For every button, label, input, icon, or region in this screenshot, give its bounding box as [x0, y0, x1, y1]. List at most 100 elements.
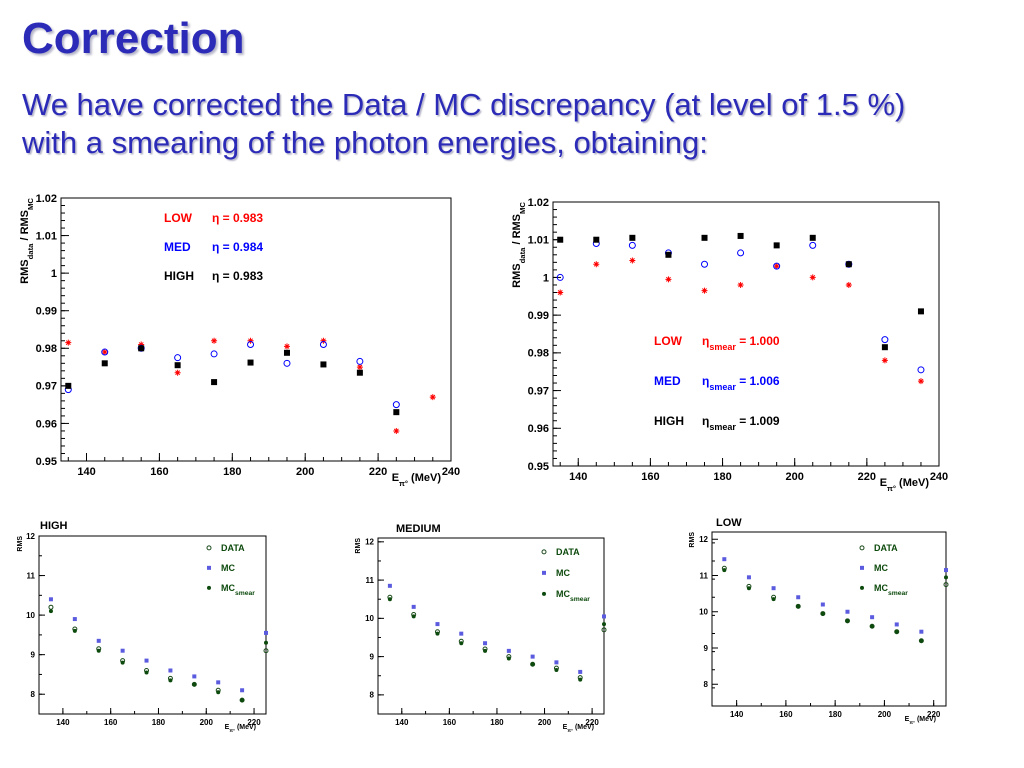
x-tick-label: 200	[786, 471, 804, 483]
data-point	[809, 241, 817, 249]
data-point	[917, 378, 924, 385]
data-point	[356, 364, 363, 371]
data-point	[602, 614, 606, 619]
series-mc-smear	[722, 568, 948, 643]
series-high	[65, 345, 400, 416]
data-point	[701, 234, 708, 241]
chart-title: HIGH	[40, 520, 68, 532]
x-tick-label: 140	[569, 471, 587, 483]
data-point	[894, 629, 899, 634]
y-tick-label: 10	[365, 614, 374, 623]
data-point	[737, 281, 744, 288]
legend-marker	[860, 585, 864, 590]
x-tick-label: 140	[56, 718, 70, 727]
data-point	[48, 604, 54, 610]
data-point	[593, 236, 600, 243]
y-tick-label: 10	[26, 611, 35, 620]
x-axis-label: Eπ° (MeV)	[905, 716, 936, 726]
data-point	[578, 677, 583, 682]
data-point	[435, 631, 440, 636]
y-tick-label: 1	[543, 272, 549, 284]
data-point	[530, 654, 535, 659]
y-tick-label: 11	[366, 576, 375, 585]
data-point	[174, 354, 182, 362]
x-tick-label: 220	[858, 471, 876, 483]
legend-marker	[207, 565, 211, 570]
data-point	[773, 263, 780, 270]
series-mc	[722, 557, 948, 634]
data-point	[101, 348, 109, 356]
y-axis-label: RMSdata / RMSMC	[19, 198, 35, 284]
data-point	[240, 688, 245, 693]
x-tick-label: 240	[930, 471, 948, 483]
data-point	[722, 557, 727, 562]
data-point	[459, 631, 464, 636]
plot-frame	[552, 201, 940, 467]
data-point	[554, 668, 559, 672]
series-mc	[387, 583, 606, 674]
y-tick-label: 9	[704, 644, 709, 653]
x-tick-label: 160	[150, 466, 168, 478]
x-tick-label: 220	[927, 710, 941, 719]
data-point	[737, 232, 744, 239]
data-point	[820, 611, 825, 616]
data-point	[845, 618, 850, 623]
y-tick-label: 1.01	[36, 230, 57, 242]
x-tick-label: 220	[247, 718, 261, 727]
y-tick-label: 0.99	[528, 310, 549, 322]
data-point	[459, 641, 464, 646]
data-point	[65, 382, 72, 389]
legend-label: MC	[221, 563, 235, 573]
y-tick-label: 12	[365, 538, 374, 547]
y-tick-label: 0.96	[528, 423, 549, 435]
data-point	[356, 369, 363, 376]
data-point	[144, 670, 149, 675]
legend-marker	[542, 570, 546, 575]
data-point	[101, 360, 108, 367]
series-data	[721, 565, 949, 644]
data-point	[557, 236, 564, 243]
y-tick-label: 10	[699, 608, 708, 617]
data-point	[72, 617, 77, 622]
data-point	[48, 597, 53, 602]
legend-name: MED	[654, 374, 681, 388]
y-tick-label: 8	[704, 680, 709, 689]
data-point	[845, 281, 852, 288]
legend-label: DATA	[556, 547, 580, 557]
data-point	[174, 369, 181, 376]
data-point	[411, 604, 416, 609]
legend-label: DATA	[874, 543, 898, 553]
y-tick-label: 8	[31, 690, 36, 699]
data-point	[629, 234, 636, 241]
y-tick-label: 9	[31, 650, 36, 659]
x-tick-label: 220	[369, 466, 387, 478]
data-point	[917, 308, 924, 315]
x-axis-label: Eπ° (MeV)	[225, 724, 256, 734]
data-point	[796, 595, 801, 600]
y-tick-label: 8	[370, 691, 375, 700]
legend-value: ηsmear = 1.006	[702, 374, 780, 392]
data-point	[665, 251, 672, 258]
data-point	[602, 622, 606, 627]
data-point	[483, 648, 488, 653]
chart-title: LOW	[716, 517, 742, 529]
data-point	[263, 648, 269, 654]
data-point	[746, 575, 751, 580]
x-tick-label: 180	[490, 718, 504, 727]
data-point	[247, 341, 255, 349]
series-med	[64, 341, 400, 409]
legend-label: MC	[556, 568, 570, 578]
data-point	[944, 568, 948, 573]
data-point	[771, 597, 776, 602]
x-tick-label: 220	[585, 718, 599, 727]
y-axis-label: RMSdata / RMSMC	[511, 202, 527, 288]
data-point	[144, 658, 149, 663]
data-point	[264, 630, 268, 635]
data-point	[665, 276, 672, 283]
data-point	[578, 669, 583, 674]
x-tick-label: 240	[442, 466, 460, 478]
legend-name: HIGH	[164, 269, 194, 283]
data-point	[881, 344, 888, 351]
